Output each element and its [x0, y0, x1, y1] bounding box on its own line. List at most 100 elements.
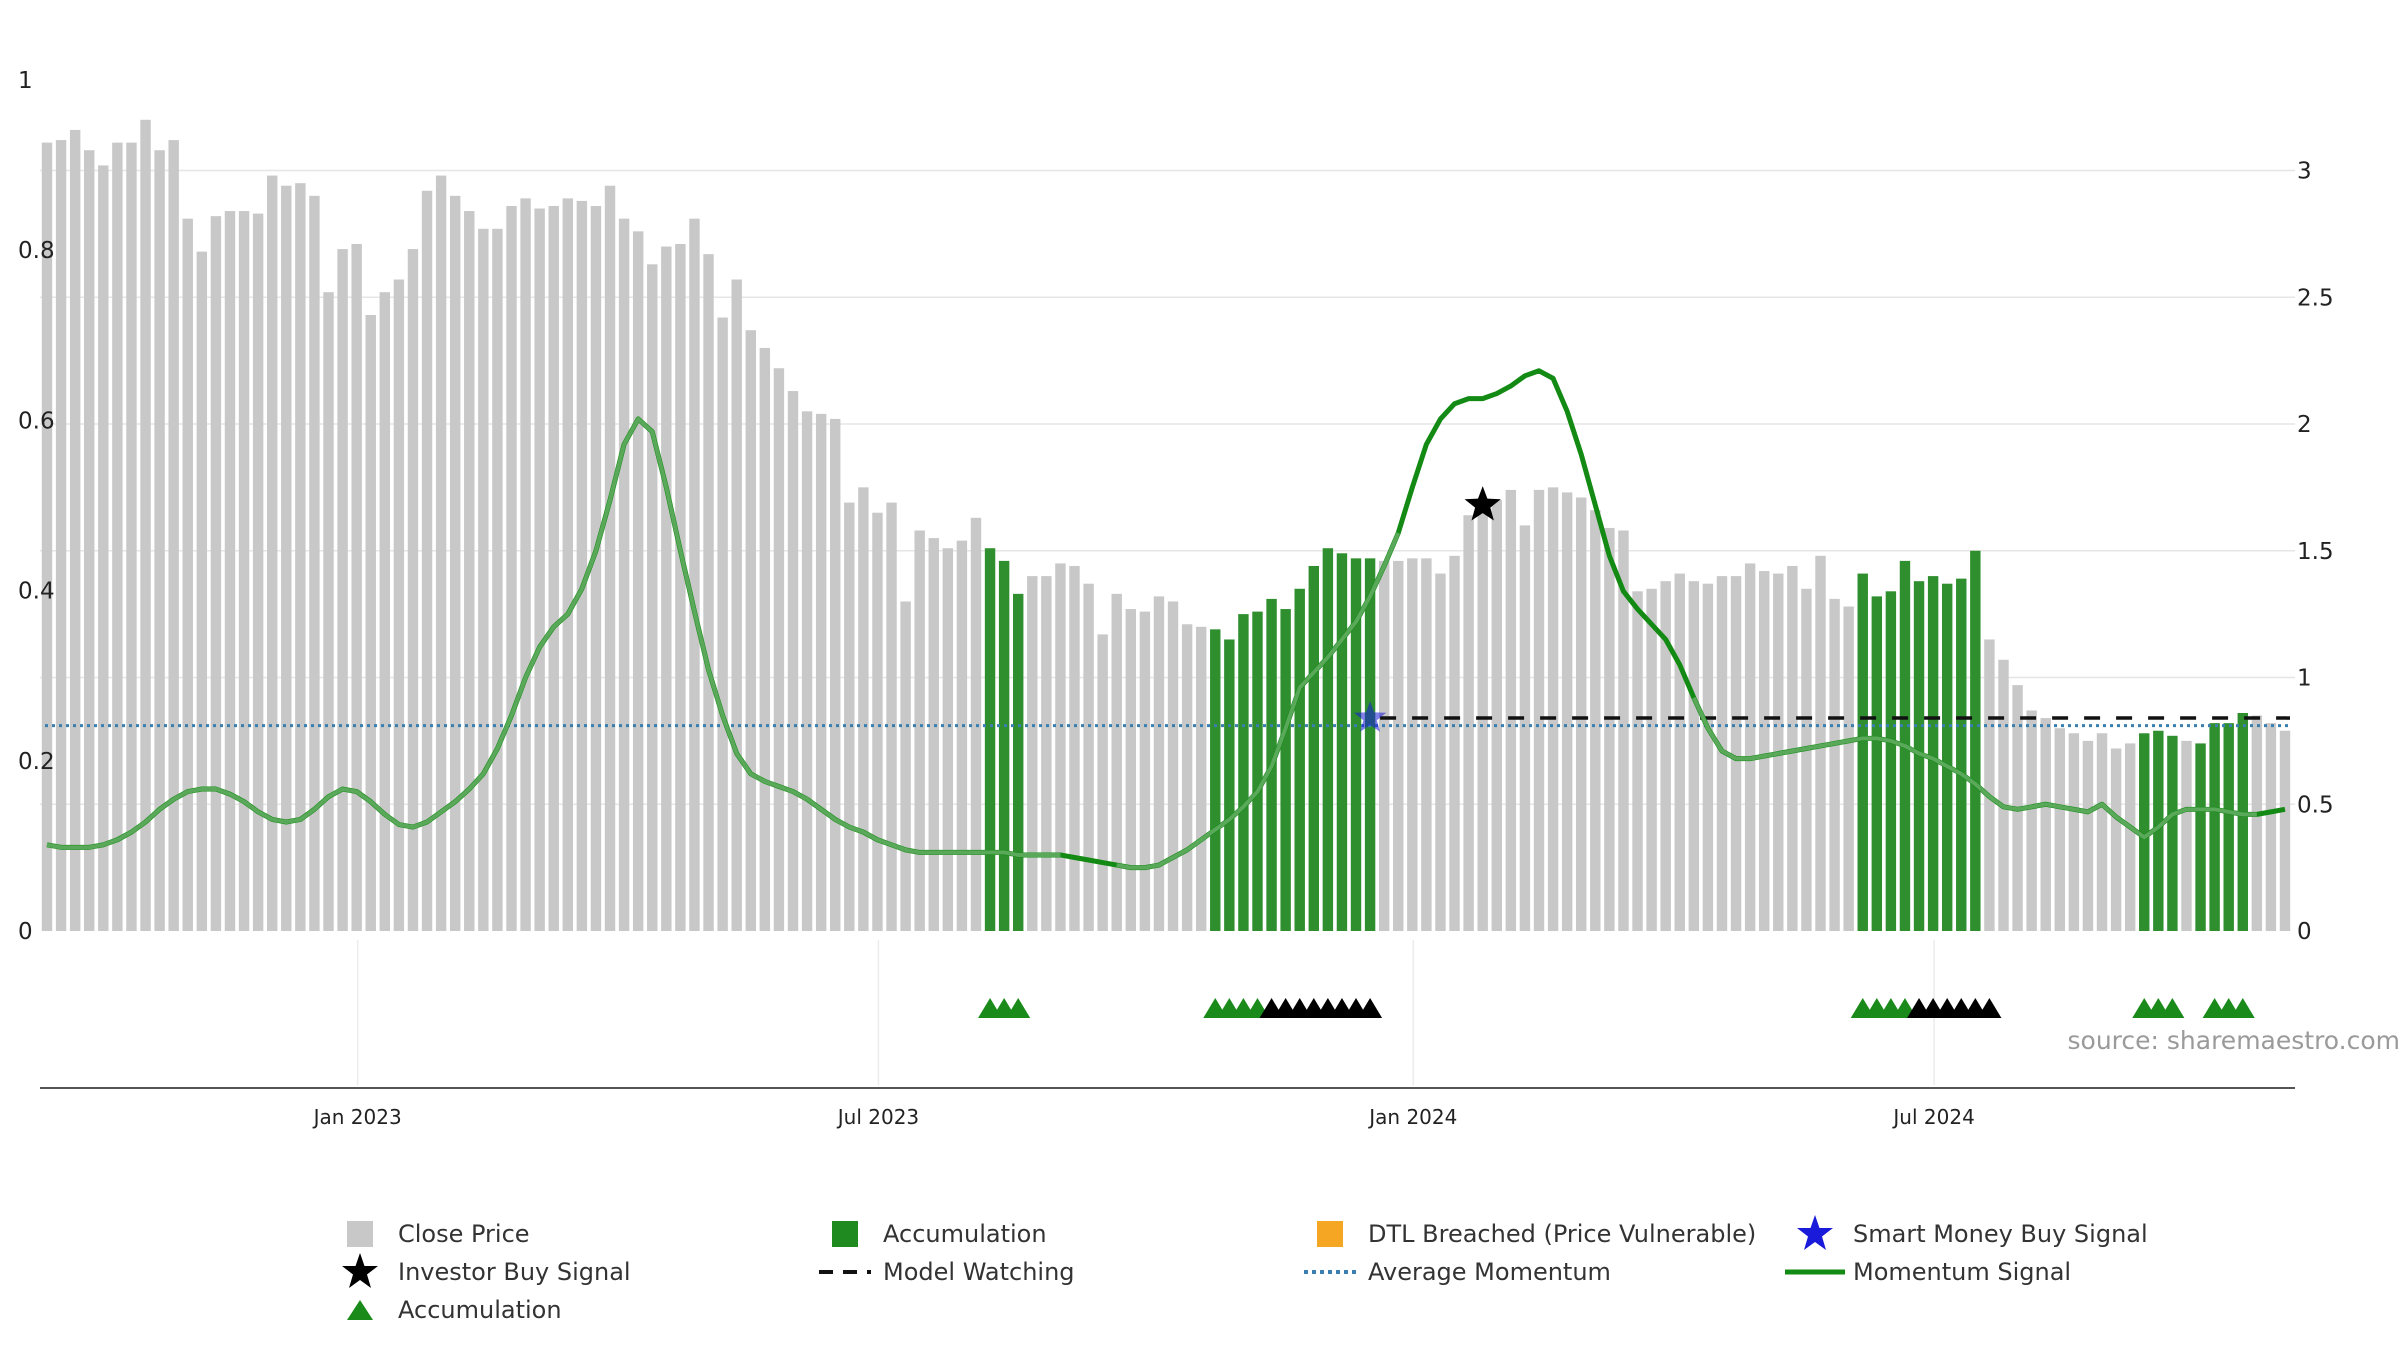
close-price-bar	[435, 175, 447, 931]
accumulation-marker-green	[2230, 998, 2255, 1018]
left-axis-tick-label: 0.4	[18, 579, 55, 605]
close-price-bar	[1167, 601, 1179, 931]
accumulation-bar	[1238, 614, 1249, 931]
legend-label: Momentum Signal	[1853, 1258, 2072, 1286]
legend-label: DTL Breached (Price Vulnerable)	[1368, 1220, 1757, 1248]
accumulation-marker-green	[1006, 998, 1031, 1018]
right-axis-tick-label: 0	[2297, 919, 2312, 945]
close-price-bar	[914, 530, 925, 931]
close-price-bar	[1618, 530, 1629, 931]
accumulation-bar	[1956, 578, 1967, 931]
close-price-bar	[1125, 609, 1137, 931]
close-price-bar	[1547, 487, 1559, 931]
close-price-bar	[717, 317, 728, 931]
legend-investor-buy: Investor Buy Signal	[330, 1253, 631, 1291]
signal-lines	[45, 368, 2290, 871]
close-price-bar	[464, 211, 475, 931]
close-price-bar	[351, 244, 362, 931]
close-price-bar	[421, 190, 433, 931]
close-price-bar	[224, 211, 236, 931]
dashed-line-icon	[815, 1253, 875, 1291]
close-price-bar	[604, 185, 616, 931]
close-price-bar	[1632, 591, 1643, 931]
legend-label: Accumulation	[883, 1220, 1047, 1248]
close-price-bar	[830, 418, 841, 931]
close-price-bar	[1139, 611, 1151, 931]
close-price-bar	[576, 200, 588, 932]
accumulation-bar	[2167, 735, 2178, 931]
close-price-bar	[41, 142, 53, 932]
left-axis-tick-label: 0.6	[18, 408, 55, 434]
close-price-bar	[2251, 715, 2263, 931]
accumulation-bar	[1224, 639, 1235, 931]
close-price-bar	[801, 411, 813, 931]
accumulation-bar	[1336, 553, 1348, 931]
close-price-bar	[1435, 573, 1446, 931]
close-price-bar	[281, 185, 292, 931]
close-price-bar	[182, 218, 193, 932]
close-price-bar	[1998, 659, 2009, 931]
close-price-bar	[337, 249, 348, 931]
close-price-bar	[1111, 593, 1122, 931]
close-price-bar	[492, 228, 503, 931]
close-price-bar	[1449, 555, 1460, 931]
accumulation-bar	[1252, 611, 1263, 931]
close-price-bar	[520, 198, 531, 931]
accumulation-bar	[1364, 558, 1376, 931]
momentum-signal-segment	[1116, 532, 1401, 870]
left-axis-tick-label: 0	[18, 919, 33, 945]
close-price-bar	[238, 211, 250, 931]
close-price-bar	[309, 195, 320, 932]
legend-label: Model Watching	[883, 1258, 1075, 1286]
close-price-bar	[210, 216, 222, 931]
accumulation-bar	[2237, 712, 2248, 931]
accumulation-bar	[984, 548, 996, 931]
close-price-bar	[1758, 571, 1770, 931]
green-line-icon	[1785, 1253, 1845, 1291]
dotted-line-icon	[1300, 1253, 1360, 1291]
close-price-bar	[2181, 740, 2192, 931]
legend-model-watching: Model Watching	[815, 1253, 1075, 1291]
close-price-bar	[323, 292, 334, 931]
close-price-bar	[1533, 489, 1545, 931]
close-price-bar	[632, 231, 644, 932]
close-price-bar	[1393, 560, 1404, 931]
right-axis-tick-label: 3	[2297, 159, 2312, 185]
left-axis-tick-label: 1	[18, 68, 33, 94]
orange-square-icon	[1300, 1215, 1360, 1253]
close-price-bar	[731, 279, 742, 931]
close-price-bar	[1195, 626, 1207, 931]
close-price-bar	[1421, 558, 1432, 931]
close-price-bar	[1477, 512, 1488, 931]
close-price-bar	[1660, 581, 1671, 931]
close-price-bar	[1041, 576, 1052, 931]
close-price-bar	[872, 512, 883, 931]
accumulation-bar	[1941, 583, 1953, 931]
close-price-bar	[647, 264, 658, 931]
close-price-bar	[196, 251, 208, 931]
close-price-bar	[2096, 733, 2108, 931]
close-price-bar	[548, 205, 559, 932]
legend-label: Close Price	[398, 1220, 530, 1248]
close-price-bar	[1604, 527, 1615, 931]
close-price-bar	[703, 254, 714, 931]
close-price-bar	[379, 292, 391, 931]
smart-money-buy-marker	[1353, 701, 1387, 732]
legend-accumulation-bar: Accumulation	[815, 1215, 1047, 1253]
accumulation-marker-green	[2160, 998, 2185, 1018]
close-price-bars	[41, 119, 2291, 932]
close-price-bar	[1407, 558, 1418, 931]
close-price-bar	[266, 175, 278, 931]
close-price-bar	[2082, 740, 2094, 931]
close-price-bar	[534, 208, 545, 931]
blue-star-icon	[1785, 1215, 1845, 1253]
close-price-bar	[1843, 606, 1854, 931]
close-price-bar	[900, 601, 911, 931]
accumulation-bar	[1350, 558, 1362, 931]
accumulation-marker-black	[1977, 998, 2002, 1018]
legend-close-price: Close Price	[330, 1215, 530, 1253]
legend-momentum-signal: Momentum Signal	[1785, 1253, 2071, 1291]
close-price-bar	[562, 198, 574, 931]
legend: Close Price Investor Buy Signal Accumula…	[330, 1215, 2190, 1335]
legend-label: Average Momentum	[1368, 1258, 1611, 1286]
